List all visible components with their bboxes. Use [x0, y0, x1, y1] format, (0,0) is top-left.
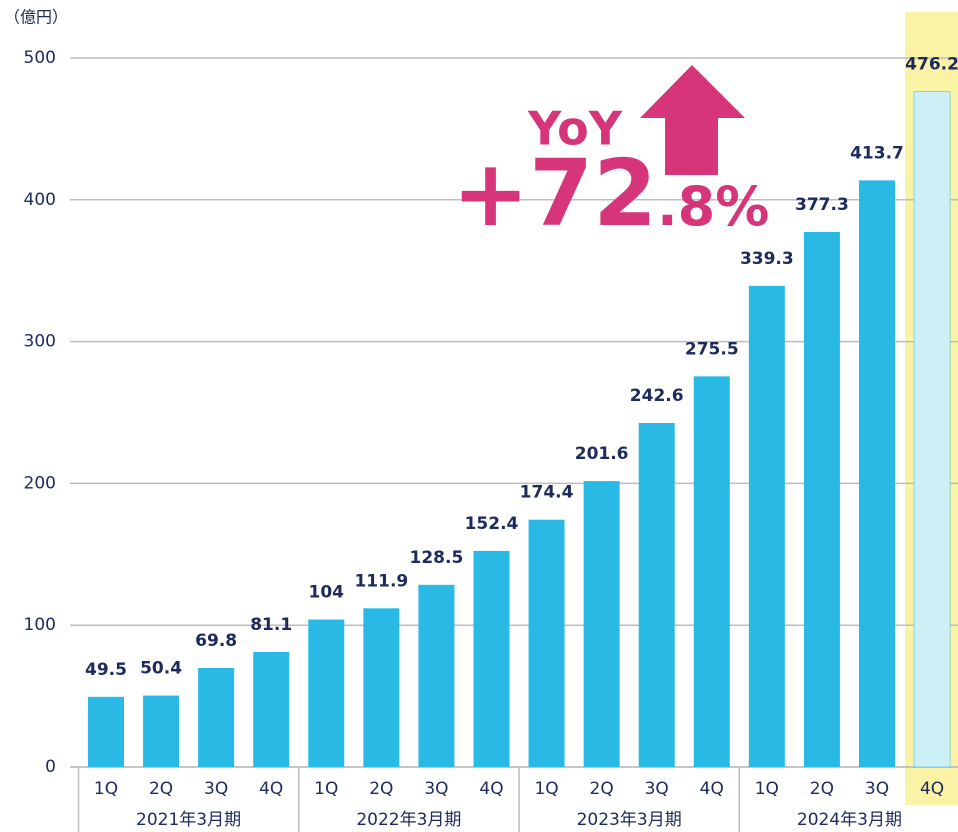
bar — [418, 584, 455, 767]
y-tick-label: 400 — [24, 190, 56, 210]
arrow — [640, 65, 745, 175]
value-label: 152.4 — [465, 514, 519, 534]
x-tick-label: 4Q — [259, 779, 283, 799]
x-tick-label: 1Q — [755, 779, 779, 799]
y-tick-label: 500 — [24, 48, 56, 68]
x-tick-label: 4Q — [920, 779, 944, 799]
value-label: 339.3 — [740, 249, 794, 269]
annotation-value-main: +72 — [452, 140, 657, 247]
group-label: 2022年3月期 — [356, 810, 461, 830]
value-label: 81.1 — [250, 615, 292, 635]
bar — [308, 619, 345, 767]
x-tick-label: 1Q — [94, 779, 118, 799]
bar — [88, 696, 124, 767]
x-tick-label: 2Q — [590, 779, 614, 799]
bar — [913, 91, 951, 768]
value-label: 128.5 — [410, 548, 464, 568]
value-label: 201.6 — [575, 444, 629, 464]
bar — [803, 231, 840, 768]
x-tick-label: 1Q — [314, 779, 338, 799]
bar — [473, 550, 510, 767]
y-tick-label: 200 — [24, 473, 56, 493]
value-label: 413.7 — [850, 143, 904, 163]
value-label: 377.3 — [795, 195, 849, 215]
value-label: 49.5 — [85, 660, 127, 680]
bar — [198, 668, 235, 767]
group-label: 2023年3月期 — [577, 810, 682, 830]
x-tick-label: 2Q — [810, 779, 834, 799]
value-label: 275.5 — [685, 339, 739, 359]
annotation-value: +72.8% — [452, 140, 769, 247]
bar — [638, 422, 675, 767]
group-label: 2021年3月期 — [136, 810, 241, 830]
x-tick-label: 3Q — [645, 779, 669, 799]
bar — [253, 652, 290, 767]
bar — [858, 180, 895, 767]
value-label: 174.4 — [520, 483, 574, 503]
group-label: 2024年3月期 — [797, 810, 902, 830]
x-tick-label: 4Q — [479, 779, 503, 799]
x-tick-label: 2Q — [149, 779, 173, 799]
x-tick-label: 1Q — [534, 779, 558, 799]
x-tick-label: 3Q — [204, 779, 228, 799]
bar — [528, 519, 565, 767]
bar — [748, 285, 785, 767]
annotation-label: YoY — [527, 102, 623, 156]
x-tick-label: 3Q — [424, 779, 448, 799]
y-tick-label: 0 — [45, 757, 56, 777]
bar — [143, 695, 180, 767]
value-label: 111.9 — [354, 571, 408, 591]
annotation-value-sub: .8% — [657, 175, 769, 238]
bar — [693, 376, 730, 767]
x-tick-label: 3Q — [865, 779, 889, 799]
bar — [583, 481, 620, 767]
value-label: 69.8 — [195, 631, 237, 651]
value-label: 104 — [309, 583, 345, 603]
y-tick-label: 100 — [24, 615, 56, 635]
value-label: 242.6 — [630, 386, 684, 406]
value-label: 50.4 — [140, 659, 182, 679]
bar — [363, 608, 400, 767]
y-tick-label: 300 — [24, 332, 56, 352]
value-label: 476.2 — [905, 55, 958, 75]
x-tick-label: 2Q — [369, 779, 393, 799]
unit-label: （億円） — [4, 8, 68, 27]
x-tick-label: 4Q — [700, 779, 724, 799]
